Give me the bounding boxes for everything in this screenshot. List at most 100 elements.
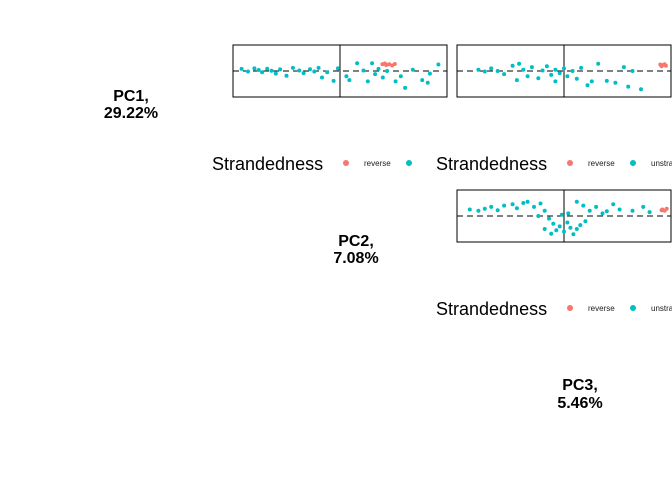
scatter-point-unstranded [596,61,601,66]
scatter-point-unstranded [467,207,472,212]
legend-title: Strandedness [436,299,547,319]
scatter-point-unstranded [514,206,519,211]
scatter-point-unstranded [562,66,566,71]
scatter-point-unstranded [482,69,487,74]
scatter-point-unstranded [269,68,274,73]
scatter-point-unstranded [589,79,594,84]
scatter-point-unstranded [344,74,349,79]
scatter-point-unstranded [246,69,250,74]
scatter-point-unstranded [617,207,622,212]
scatter-point-unstranded [544,64,549,69]
panel-border [456,189,672,243]
scatter-point-unstranded [502,72,507,77]
scatter-point-unstranded [630,69,635,73]
scatter-point-unstranded [570,69,575,73]
scatter-point-unstranded [495,208,500,213]
scatter-point-unstranded [278,67,283,72]
legend-label-unstranded: unstranded [651,159,672,168]
scatter-point-unstranded [611,202,616,207]
scatter-panel-pc1-pc2 [232,44,448,98]
scatter-point-unstranded [365,79,370,84]
scatter-point-unstranded [600,211,605,216]
scatter-point-unstranded [284,73,289,78]
scatter-point-unstranded [370,61,375,66]
scatter-point-unstranded [574,227,579,231]
scatter-point-unstranded [554,228,559,233]
scatter-point-unstranded [510,202,515,207]
scatter-point-unstranded [361,68,366,73]
scatter-point-unstranded [297,68,302,73]
scatter-point-unstranded [380,75,385,80]
scatter-point-unstranded [525,74,530,79]
legend-label-reverse: reverse [588,304,615,313]
legend-swatch-unstranded [630,305,636,311]
scatter-point-unstranded [385,69,390,73]
scatter-point-unstranded [579,65,584,70]
scatter-point-unstranded [574,76,579,81]
scatter-point-unstranded [331,78,336,83]
scatter-point-unstranded [398,74,403,79]
scatter-point-unstranded [239,66,244,71]
scatter-point-unstranded [604,209,609,214]
scatter-point-unstranded [335,66,340,71]
legend-label-unstranded: unstranded [651,304,672,313]
scatter-point-unstranded [273,71,278,76]
scatter-point-unstranded [568,225,573,230]
scatter-point-unstranded [647,210,652,215]
diag-label-pc3-variance: 5.46% [557,395,602,412]
scatter-point-reverse [663,63,668,68]
scatter-point-unstranded [301,71,306,76]
legend-swatch-reverse [567,160,573,166]
scatter-point-unstranded [540,68,545,73]
scatter-point-unstranded [639,87,643,92]
scatter-point-unstranded [551,221,556,226]
scatter-point-unstranded [521,201,526,205]
diag-label-pc2-variance: 7.08% [333,250,378,267]
diag-label-pc1-name: PC1, [113,88,149,105]
scatter-point-unstranded [312,69,317,74]
scatter-point-unstranded [565,220,570,225]
scatter-point-unstranded [565,74,570,79]
scatter-point-unstranded [532,204,536,209]
legend-2: Strandedness reverse unstranded [436,154,672,174]
scatter-point-unstranded [410,67,415,72]
scatter-point-unstranded [420,78,425,83]
scatter-point-unstranded [538,201,543,206]
diag-label-pc3-name: PC3, [562,377,598,394]
scatter-point-unstranded [571,232,576,237]
scatter-point-unstranded [549,231,554,236]
scatter-point-unstranded [604,78,609,83]
scatter-point-unstranded [290,65,295,70]
scatter-point-reverse [664,206,669,211]
scatter-panel-pc2-pc3 [456,189,672,243]
scatter-point-unstranded [325,70,330,75]
scatter-point-unstranded [347,78,352,83]
points-layer [467,199,669,237]
legend-3: Strandedness reverse unstranded [436,299,672,319]
scatter-point-unstranded [553,67,558,72]
diag-label-pc1-variance: 29.22% [104,105,158,122]
scatter-point-unstranded [373,72,378,77]
scatter-point-unstranded [495,69,500,73]
scatter-point-unstranded [502,203,507,208]
scatter-point-unstranded [585,83,590,88]
scatter-point-unstranded [517,61,522,66]
scatter-point-unstranded [559,212,564,217]
scatter-point-unstranded [514,78,519,83]
scatter-point-unstranded [566,211,571,216]
diag-label-pc2-name: PC2, [338,233,374,250]
scatter-point-unstranded [393,79,398,84]
points-layer [476,61,668,92]
legend-swatch-unstranded [630,160,636,166]
scatter-point-unstranded [557,71,562,76]
scatter-point-unstranded [574,199,579,204]
legend-title: Strandedness [436,154,547,174]
panel-border [232,44,448,98]
scatter-point-unstranded [376,66,381,71]
scatter-point-unstranded [562,229,566,234]
scatter-point-reverse [659,208,664,213]
panel-border [456,44,672,98]
scatter-point-unstranded [542,208,547,213]
legend-swatch-reverse [567,305,573,311]
